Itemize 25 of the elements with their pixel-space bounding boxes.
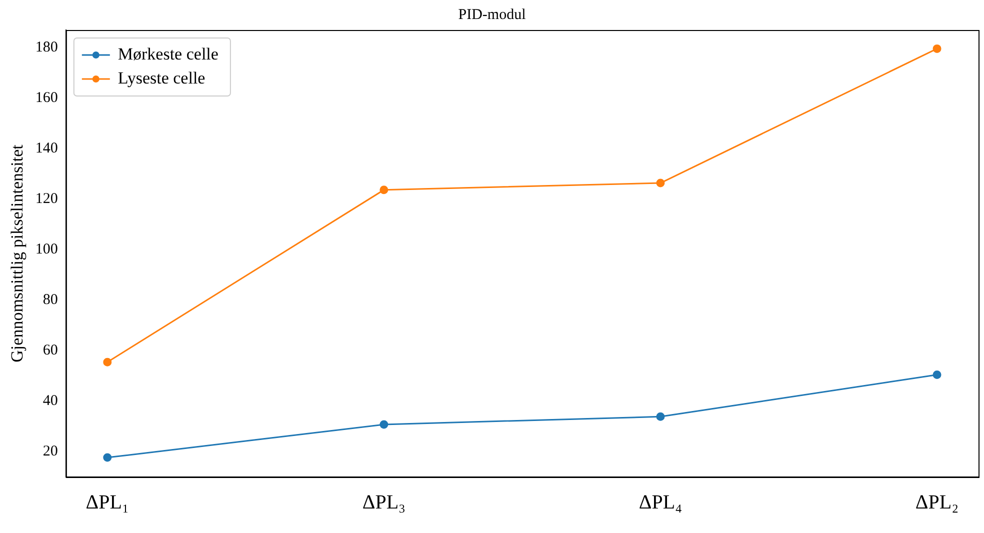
point [656,412,665,421]
y-tick-label: 60 [42,342,58,359]
chart-title: PID-modul [458,6,526,23]
y-axis-title: Gjennomsnittlig pikselintensitet [8,144,27,362]
point [932,370,942,379]
x-tick-label: ΔPL₁ [86,491,129,514]
y-tick-label: 40 [42,393,58,410]
y-tick-label: 160 [35,90,58,106]
legend-label: Lyseste celle [118,68,206,88]
point [380,186,388,194]
x-tick-label: ΔPL₂ [915,491,959,514]
y-tick-label: 80 [42,292,58,308]
point [932,44,942,53]
point [380,420,388,429]
y-tick-label: 20 [42,444,58,460]
point [103,453,112,462]
y-tick-label: 120 [35,191,58,208]
point [656,178,665,188]
x-tick-label: ΔPL₃ [362,491,406,514]
x-tick-label: ΔPL₄ [638,491,682,514]
y-tick-label: 180 [35,40,58,56]
legend-label: Mørkeste celle [118,44,218,64]
y-tick-label: 140 [35,140,58,157]
point [103,358,112,366]
y-tick-label: 100 [35,242,58,258]
